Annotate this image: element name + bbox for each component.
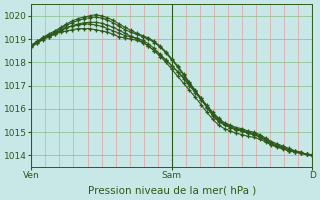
X-axis label: Pression niveau de la mer( hPa ): Pression niveau de la mer( hPa ): [88, 186, 256, 196]
